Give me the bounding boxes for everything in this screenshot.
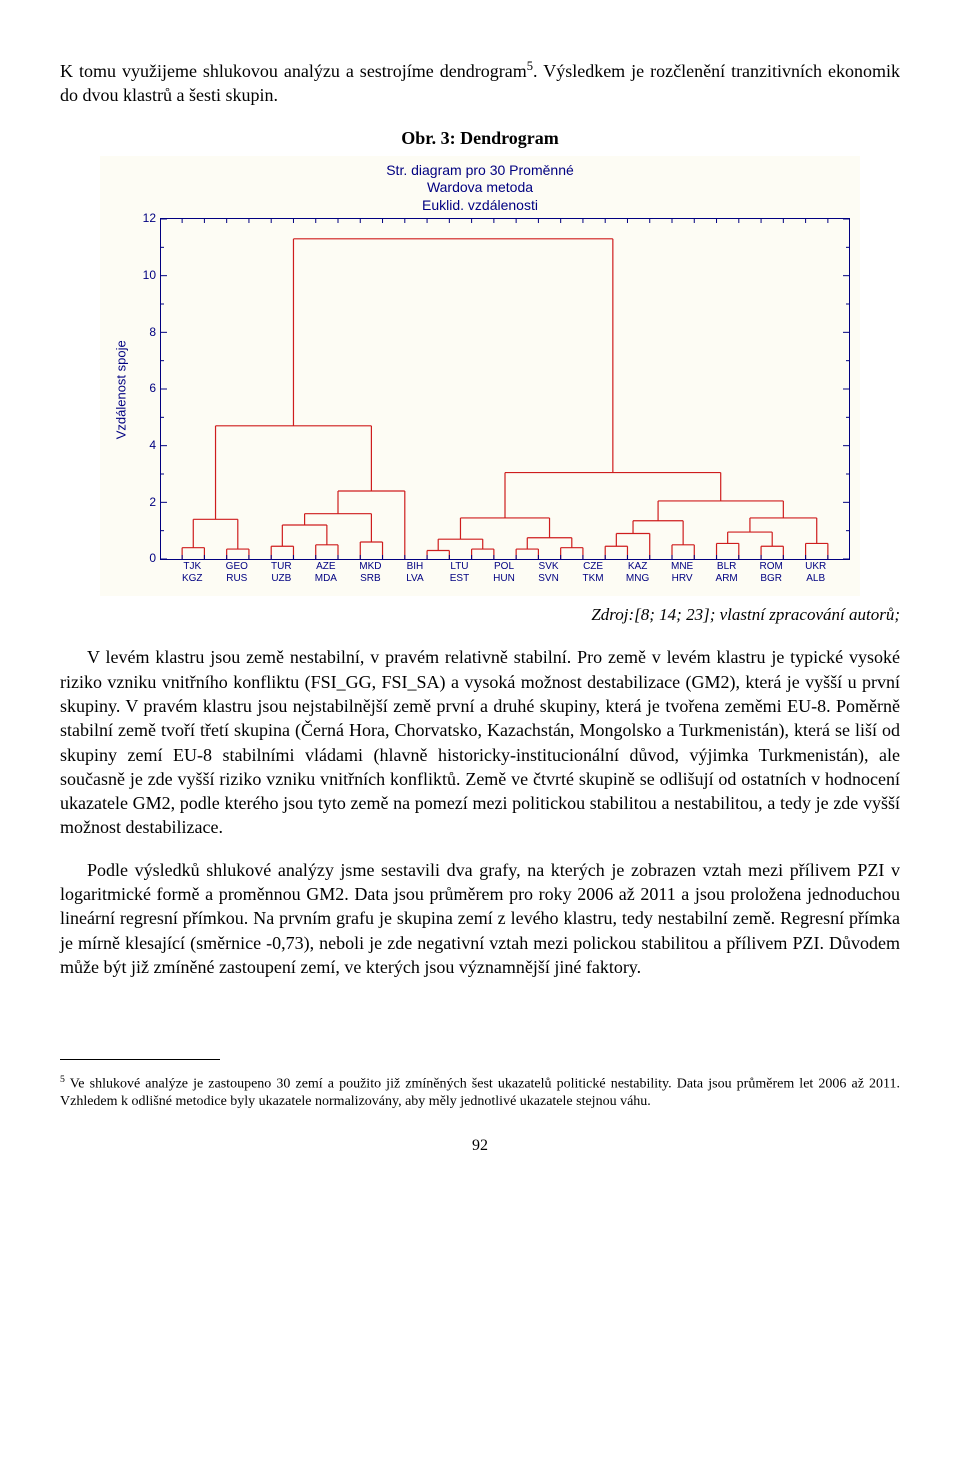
dendrogram-category-label: MNG — [626, 574, 649, 584]
intro-paragraph: K tomu využijeme shlukovou analýzu a ses… — [60, 58, 900, 108]
dendrogram-category-label: SVK — [539, 562, 559, 572]
dendrogram-ytick: 8 — [149, 324, 156, 340]
dendrogram-title-line: Euklid. vzdálenosti — [110, 197, 850, 215]
dendrogram-ytick: 2 — [149, 494, 156, 510]
dendrogram-category-label: TJK — [183, 562, 201, 572]
dendrogram-svg — [161, 219, 849, 559]
dendrogram-category-label: POL — [494, 562, 514, 572]
footnote-text: Ve shlukové analýze je zastoupeno 30 zem… — [60, 1077, 900, 1110]
source-line: Zdroj:[8; 14; 23]; vlastní zpracování au… — [60, 604, 900, 627]
dendrogram-title-line: Str. diagram pro 30 Proměnné — [110, 162, 850, 180]
footnote-rule — [60, 1059, 220, 1060]
dendrogram-category-label: ARM — [716, 574, 738, 584]
dendrogram-category-label: EST — [450, 574, 469, 584]
dendrogram-category-label: KAZ — [628, 562, 647, 572]
dendrogram-category-label: HUN — [493, 574, 515, 584]
dendrogram-category-label: HRV — [672, 574, 693, 584]
dendrogram-ytick: 12 — [143, 210, 156, 226]
dendrogram-ytick: 10 — [143, 267, 156, 283]
dendrogram-category-label: LVA — [406, 574, 423, 584]
dendrogram-ytick: 6 — [149, 380, 156, 396]
paragraph-2: Podle výsledků shlukové analýzy jsme ses… — [60, 858, 900, 979]
dendrogram-category-label: BIH — [407, 562, 424, 572]
dendrogram-category-label: BLR — [717, 562, 736, 572]
dendrogram-category-label: MNE — [671, 562, 693, 572]
page-number: 92 — [60, 1135, 900, 1157]
dendrogram-category-label: RUS — [226, 574, 247, 584]
dendrogram-category-label: KGZ — [182, 574, 203, 584]
dendrogram-category-label: LTU — [450, 562, 468, 572]
dendrogram-category-label: CZE — [583, 562, 603, 572]
dendrogram-yticks: 024681012 — [132, 218, 160, 560]
figure-caption: Obr. 3: Dendrogram — [60, 126, 900, 150]
paragraph-1: V levém klastru jsou země nestabilní, v … — [60, 645, 900, 839]
dendrogram-category-label: BGR — [760, 574, 782, 584]
dendrogram-category-label: ROM — [760, 562, 783, 572]
dendrogram-ytick: 0 — [149, 550, 156, 566]
dendrogram-ylabel: Vzdálenost spoje — [112, 340, 130, 439]
intro-text: K tomu využijeme shlukovou analýzu a ses… — [60, 61, 527, 81]
dendrogram-category-label: MDA — [315, 574, 337, 584]
dendrogram-figure: Str. diagram pro 30 ProměnnéWardova meto… — [100, 156, 860, 597]
dendrogram-category-label: UKR — [805, 562, 826, 572]
dendrogram-category-label: UZB — [271, 574, 291, 584]
dendrogram-plot — [160, 218, 850, 560]
dendrogram-category-label: SRB — [360, 574, 381, 584]
dendrogram-category-label: GEO — [226, 562, 248, 572]
dendrogram-category-label: TKM — [583, 574, 604, 584]
dendrogram-title: Str. diagram pro 30 ProměnnéWardova meto… — [110, 162, 850, 215]
dendrogram-category-label: SVN — [538, 574, 559, 584]
dendrogram-category-label: TUR — [271, 562, 292, 572]
dendrogram-categories: TJK GEO TUR AZE MKD BIH LTU POL SVK CZE KAZ MNE BLR R… — [160, 560, 848, 588]
dendrogram-ytick: 4 — [149, 437, 156, 453]
dendrogram-category-label: MKD — [359, 562, 381, 572]
dendrogram-ylabel-col: Vzdálenost spoje — [110, 218, 132, 560]
dendrogram-category-label: AZE — [316, 562, 335, 572]
dendrogram-category-label: ALB — [806, 574, 825, 584]
footnote: 5 Ve shlukové analýze je zastoupeno 30 z… — [60, 1074, 900, 1111]
dendrogram-title-line: Wardova metoda — [110, 179, 850, 197]
